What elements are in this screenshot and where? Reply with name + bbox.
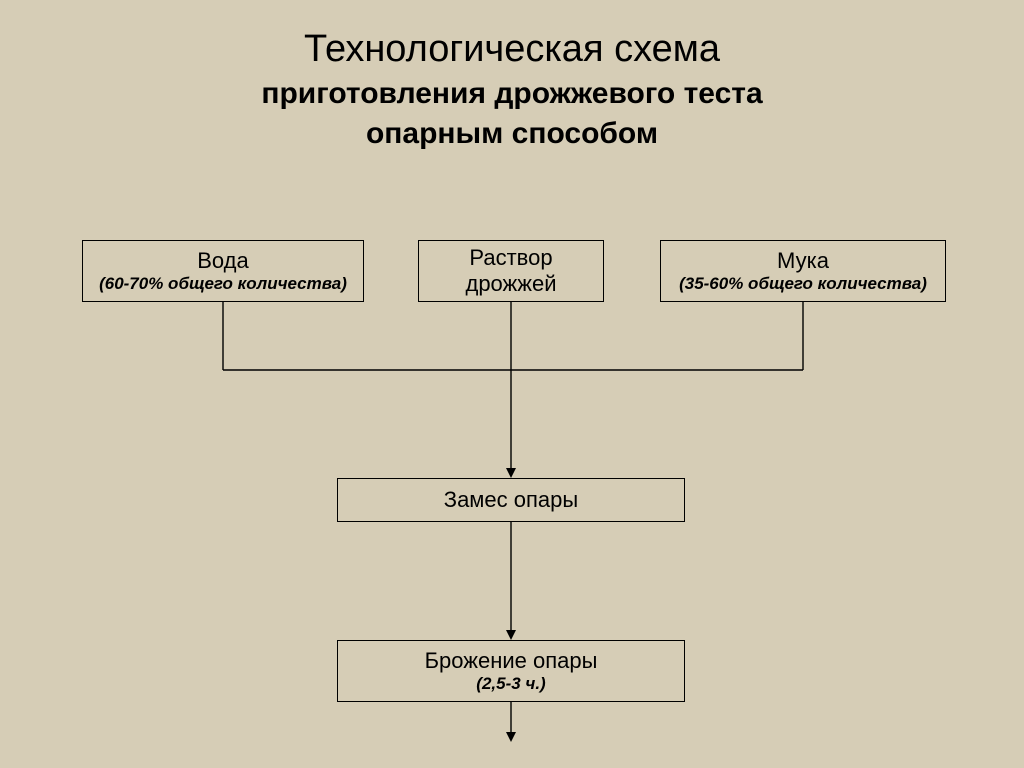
node-flour: Мука (35-60% общего количества) <box>660 240 946 302</box>
title-sub-1: приготовления дрожжевого теста <box>0 77 1024 111</box>
node-mix: Замес опары <box>337 478 685 522</box>
node-ferment-sublabel: (2,5-3 ч.) <box>476 674 545 694</box>
node-water-label: Вода <box>197 248 249 274</box>
title-sub-2: опарным способом <box>0 117 1024 151</box>
node-water: Вода (60-70% общего количества) <box>82 240 364 302</box>
node-flour-label: Мука <box>777 248 829 274</box>
node-yeast: Раствор дрожжей <box>418 240 604 302</box>
node-ferment: Брожение опары (2,5-3 ч.) <box>337 640 685 702</box>
node-water-sublabel: (60-70% общего количества) <box>99 274 347 294</box>
node-flour-sublabel: (35-60% общего количества) <box>679 274 927 294</box>
diagram-canvas: Технологическая схема приготовления дрож… <box>0 0 1024 768</box>
node-yeast-label2: дрожжей <box>465 271 556 297</box>
node-yeast-label1: Раствор <box>469 245 552 271</box>
node-mix-label: Замес опары <box>444 487 578 513</box>
node-ferment-label: Брожение опары <box>425 648 598 674</box>
title-main: Технологическая схема <box>0 28 1024 71</box>
title-block: Технологическая схема приготовления дрож… <box>0 28 1024 157</box>
